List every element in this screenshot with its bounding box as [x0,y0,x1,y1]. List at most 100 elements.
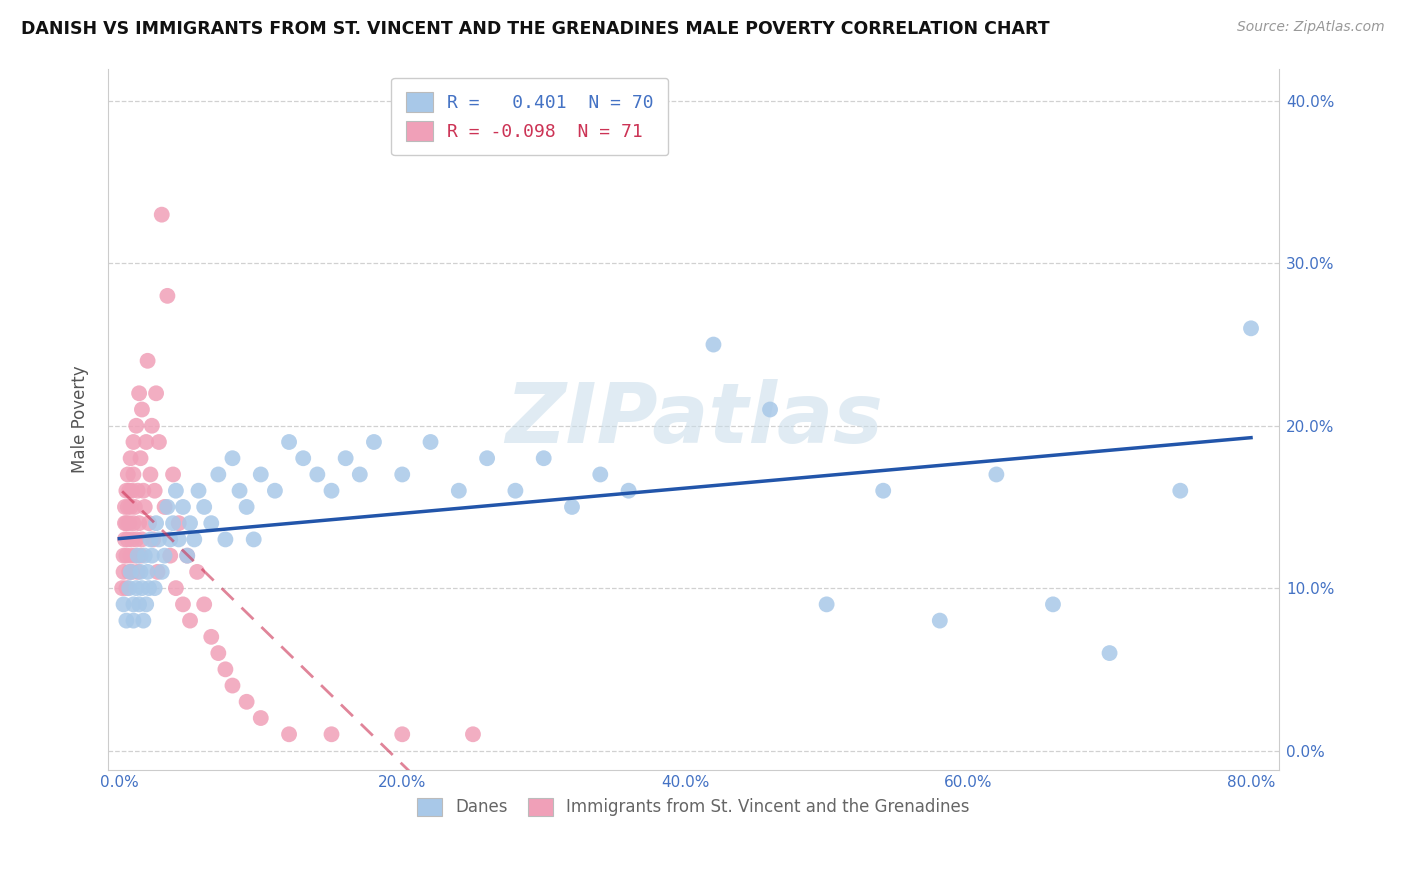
Point [278,435,301,450]
Point [115,614,138,628]
Point [176,549,198,563]
Point [278,727,301,741]
Point [139,533,162,547]
Point [128,598,150,612]
Point [264,483,287,498]
Point [321,483,343,498]
Point [122,614,145,628]
Point [127,483,149,498]
Point [115,516,138,531]
Point [165,483,187,498]
Point [335,451,357,466]
Point [162,467,184,482]
Point [505,483,527,498]
Point [419,435,441,450]
Point [136,353,159,368]
Point [121,565,143,579]
Point [391,467,413,482]
Point [120,451,142,466]
Point [1240,321,1263,335]
Point [135,435,157,450]
Point [111,581,134,595]
Point [112,565,135,579]
Point [124,549,146,563]
Point [131,581,153,595]
Point [228,483,250,498]
Point [156,289,179,303]
Point [167,533,190,547]
Point [146,565,169,579]
Point [249,711,271,725]
Point [172,500,194,514]
Point [120,549,142,563]
Point [128,386,150,401]
Point [115,549,138,563]
Point [1042,598,1064,612]
Point [207,467,229,482]
Point [872,483,894,498]
Point [589,467,612,482]
Point [117,500,139,514]
Text: ZIPatlas: ZIPatlas [505,379,883,459]
Point [150,565,173,579]
Point [153,500,176,514]
Point [533,451,555,466]
Point [139,467,162,482]
Point [1098,646,1121,660]
Point [141,549,163,563]
Point [165,581,187,595]
Point [114,533,136,547]
Text: Source: ZipAtlas.com: Source: ZipAtlas.com [1237,20,1385,34]
Point [136,565,159,579]
Point [127,549,149,563]
Point [141,418,163,433]
Point [214,533,236,547]
Point [187,483,209,498]
Point [114,500,136,514]
Point [124,500,146,514]
Point [112,549,135,563]
Point [145,516,167,531]
Point [135,598,157,612]
Point [125,533,148,547]
Point [132,483,155,498]
Point [162,516,184,531]
Point [121,533,143,547]
Point [131,533,153,547]
Point [617,483,640,498]
Point [200,630,222,644]
Point [183,533,205,547]
Point [172,598,194,612]
Point [645,127,668,141]
Point [221,451,243,466]
Point [129,549,152,563]
Point [759,402,782,417]
Point [114,516,136,531]
Point [122,598,145,612]
Point [292,451,315,466]
Point [138,581,160,595]
Point [200,516,222,531]
Point [179,614,201,628]
Point [118,516,141,531]
Point [132,614,155,628]
Point [112,598,135,612]
Point [129,451,152,466]
Point [122,467,145,482]
Point [1168,483,1191,498]
Point [179,516,201,531]
Point [242,533,264,547]
Point [159,549,181,563]
Point [138,516,160,531]
Point [235,695,257,709]
Point [150,208,173,222]
Point [120,565,142,579]
Point [134,549,156,563]
Point [986,467,1008,482]
Point [167,516,190,531]
Point [363,435,385,450]
Point [122,516,145,531]
Point [461,727,484,741]
Legend: Danes, Immigrants from St. Vincent and the Grenadines: Danes, Immigrants from St. Vincent and t… [409,789,979,825]
Point [214,662,236,676]
